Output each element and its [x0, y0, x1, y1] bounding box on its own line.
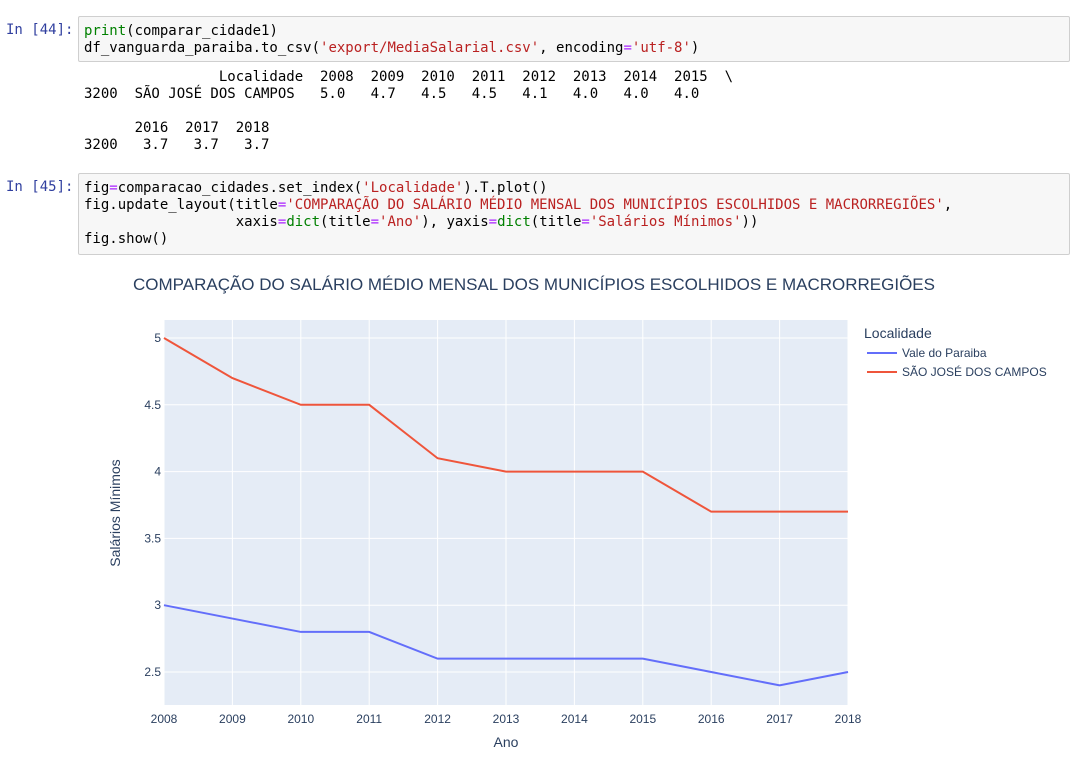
x-tick-label: 2015: [629, 712, 656, 726]
code-token: =: [109, 180, 118, 196]
code-token: dict: [286, 214, 321, 230]
x-tick-label: 2018: [835, 712, 862, 726]
code-line: fig.show(): [84, 231, 168, 248]
legend-item-label[interactable]: SÃO JOSÉ DOS CAMPOS: [902, 364, 1047, 379]
code-token: (comparar_cidade1): [126, 23, 278, 39]
code-token: fig.show(): [84, 231, 169, 247]
code-token: =: [488, 214, 498, 230]
y-axis-title: Salários Mínimos: [107, 459, 123, 566]
code-token: (title: [320, 214, 371, 230]
code-line: print(comparar_cidade1): [84, 23, 278, 40]
code-token: 'Salários Mínimos': [589, 214, 742, 230]
legend-item-label[interactable]: Vale do Paraiba: [902, 346, 987, 360]
code-token: 'Ano': [379, 214, 422, 230]
y-tick-label: 3.5: [144, 531, 161, 545]
code-token: =: [370, 214, 380, 230]
code-token: 'utf-8': [631, 40, 691, 56]
code-token: 'Localidade': [362, 180, 464, 196]
y-tick-label: 2.5: [144, 665, 161, 679]
chart-title: COMPARAÇÃO DO SALÁRIO MÉDIO MENSAL DOS M…: [133, 275, 935, 294]
cell-44-prompt: In [44]:: [6, 22, 74, 38]
x-tick-label: 2013: [493, 712, 520, 726]
code-line: fig=comparacao_cidades.set_index('Locali…: [84, 180, 548, 197]
x-tick-label: 2014: [561, 712, 588, 726]
x-axis-title: Ano: [494, 734, 519, 750]
code-token: ): [690, 40, 700, 56]
cell-45-prompt: In [45]:: [6, 179, 74, 195]
x-tick-label: 2010: [287, 712, 314, 726]
plotly-chart[interactable]: COMPARAÇÃO DO SALÁRIO MÉDIO MENSAL DOS M…: [0, 258, 1078, 758]
code-token: comparacao_cidades.set_index(: [117, 180, 363, 196]
output-line: 3200 3.7 3.7 3.7: [84, 137, 270, 153]
code-token: =: [277, 197, 287, 213]
output-line: Localidade 2008 2009 2010 2011 2012 2013…: [84, 69, 734, 85]
code-token: fig: [84, 180, 110, 196]
legend-title: Localidade: [864, 325, 932, 341]
code-token: =: [581, 214, 590, 230]
code-token: =: [623, 40, 632, 56]
y-tick-label: 4.5: [144, 398, 161, 412]
output-line: 3200 SÃO JOSÉ DOS CAMPOS 5.0 4.7 4.5 4.5…: [84, 86, 700, 102]
code-token: ,: [943, 197, 953, 213]
x-tick-label: 2008: [151, 712, 178, 726]
code-token: )): [741, 214, 759, 230]
x-tick-label: 2017: [766, 712, 793, 726]
x-tick-label: 2012: [424, 712, 451, 726]
y-tick-label: 4: [154, 465, 161, 479]
code-token: print: [84, 23, 127, 39]
code-token: df_vanguarda_paraiba.to_csv(: [84, 40, 321, 56]
x-tick-label: 2016: [698, 712, 725, 726]
y-tick-label: 3: [154, 598, 161, 612]
code-token: (title: [530, 214, 582, 230]
code-token: =: [277, 214, 287, 230]
x-tick-label: 2011: [356, 712, 382, 726]
code-token: , encoding: [539, 40, 624, 56]
code-token: ).T.plot(): [463, 180, 548, 196]
code-line: fig.update_layout(title='COMPARAÇÃO DO S…: [84, 197, 952, 214]
y-tick-label: 5: [154, 331, 161, 345]
code-token: xaxis: [84, 214, 278, 230]
x-tick-label: 2009: [219, 712, 246, 726]
cell-45-code-input[interactable]: fig=comparacao_cidades.set_index('Locali…: [78, 173, 1070, 255]
code-token: fig.update_layout(title: [84, 197, 278, 213]
code-line: df_vanguarda_paraiba.to_csv('export/Medi…: [84, 40, 699, 57]
code-line: xaxis=dict(title='Ano'), yaxis=dict(titl…: [84, 214, 759, 231]
cell-44-code-input[interactable]: print(comparar_cidade1) df_vanguarda_para…: [78, 16, 1070, 62]
code-token: 'COMPARAÇÃO DO SALÁRIO MÉDIO MENSAL DOS …: [286, 197, 944, 213]
code-token: 'export/MediaSalarial.csv': [320, 40, 540, 56]
code-token: dict: [497, 214, 531, 230]
code-token: ), yaxis: [421, 214, 489, 230]
output-line: 2016 2017 2018: [84, 120, 270, 136]
